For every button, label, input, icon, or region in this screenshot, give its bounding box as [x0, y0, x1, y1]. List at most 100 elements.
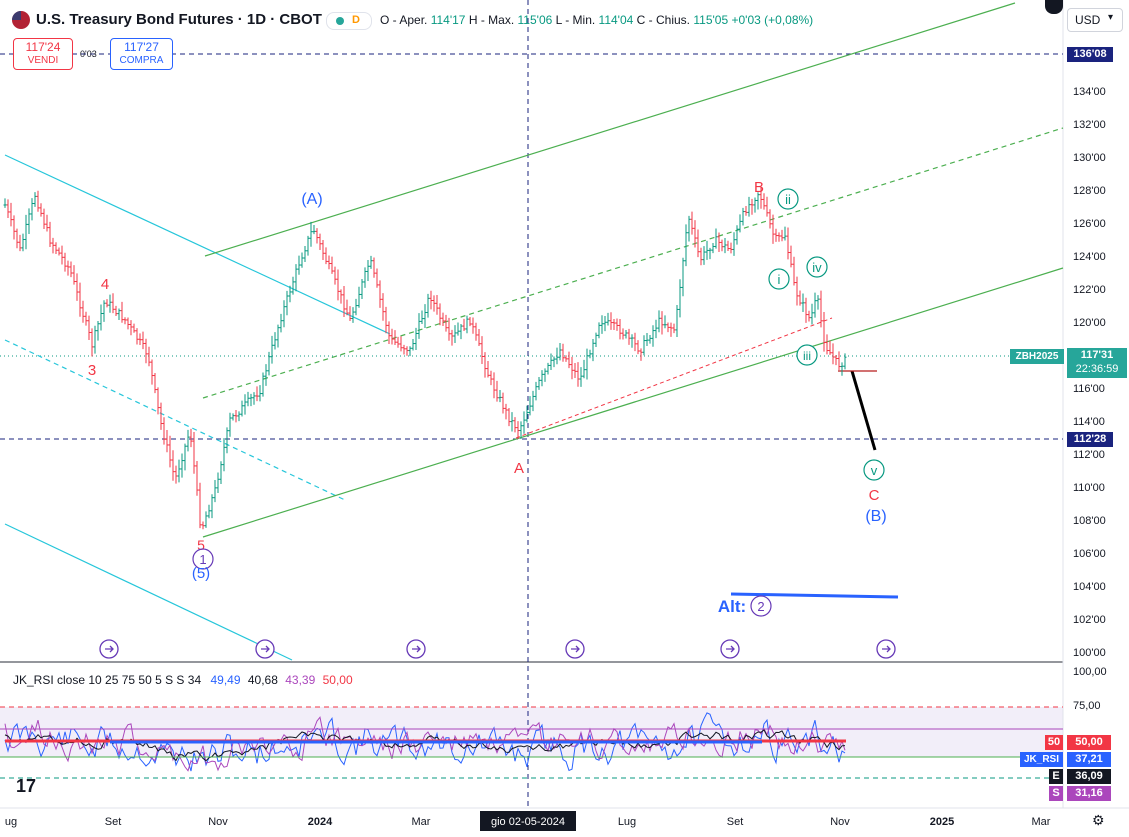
crosshair-date-bg — [480, 811, 576, 831]
tag-level-136: 136'08 — [1067, 47, 1113, 62]
wave-iii-circle — [796, 344, 818, 366]
green-channel-upper[interactable] — [204, 2, 1016, 257]
green-channel-mid[interactable] — [202, 127, 1064, 399]
rsi-tag-e-key: E — [1049, 769, 1063, 784]
rsi-line — [4, 716, 846, 772]
wave-C: C — [869, 487, 880, 504]
alt-label: Alt: — [718, 597, 746, 616]
replay-arrow-icon — [571, 645, 580, 653]
projection-line[interactable] — [850, 370, 877, 451]
time-tick-label: Set — [727, 816, 744, 828]
wave-iii: iii — [803, 349, 811, 363]
replay-arrow-icon — [105, 645, 114, 653]
cyan-channel-lower[interactable] — [4, 523, 293, 661]
tag-last-price: 117'31 22:36:59 — [1067, 348, 1127, 378]
status-pill[interactable]: D — [326, 12, 372, 30]
rsi-tag-mid-key: 50 — [1045, 735, 1063, 750]
time-tick-label: ug — [5, 816, 17, 828]
wave-iv: iv — [812, 260, 822, 275]
event-markers[interactable] — [99, 639, 896, 659]
replay-arrow-icon — [412, 645, 421, 653]
wave-ii-circle — [777, 188, 799, 210]
wave-i: i — [778, 272, 781, 287]
currency-dropdown[interactable]: USD ▾ — [1067, 8, 1123, 32]
rsi-axis-100: 100,00 — [1073, 666, 1107, 678]
rsi-value-2: 40,68 — [247, 673, 278, 687]
wave-5-paren: (5) — [192, 565, 210, 582]
rsi-tag-e-val: 36,09 — [1067, 769, 1111, 784]
price-tick-label: 120'00 — [1073, 317, 1106, 329]
replay-arrow-icon — [882, 645, 891, 653]
red-dashed-trendline[interactable] — [515, 317, 833, 439]
price-tick-label: 102'00 — [1073, 614, 1106, 626]
close-label: C - Chius. — [636, 13, 691, 27]
sell-label: VENDI — [27, 55, 59, 66]
time-tick-label: Lug — [618, 816, 636, 828]
buy-button[interactable]: 117'27 COMPRA — [110, 38, 173, 70]
wave-v-circle — [863, 459, 885, 481]
rsi-tag-s-key: S — [1049, 786, 1063, 801]
alt-line[interactable] — [730, 592, 899, 599]
price-bars — [3, 186, 847, 530]
tag-symbol: ZBH2025 — [1010, 349, 1064, 364]
cyan-channel-mid[interactable] — [4, 339, 346, 501]
symbol-title[interactable]: U.S. Treasury Bond Futures · 1D · CBOT — [36, 11, 322, 28]
crosshair-date-label: gio 02-05-2024 — [491, 816, 565, 828]
price-axis[interactable]: 134'00 132'00 130'00 128'00 126'00 124'00 122'… — [1073, 86, 1106, 659]
time-axis[interactable]: ug Set Nov 2024 Mar gio 02-05-2024 Lug Set Nov 20… — [5, 811, 1051, 831]
rsi-line — [4, 712, 846, 772]
replay-arrow-icon — [726, 645, 735, 653]
price-tick-label: 104'00 — [1073, 581, 1106, 593]
rsi-name: JK_RSI close 10 25 75 50 5 S S 34 — [13, 673, 202, 687]
wave-iv-circle — [806, 256, 828, 278]
low-label: L - Min. — [555, 13, 596, 27]
bar-countdown: 22:36:59 — [1075, 363, 1119, 375]
wave-4: 4 — [101, 276, 109, 293]
currency-label: USD — [1075, 13, 1101, 27]
price-tick-label: 112'00 — [1073, 449, 1105, 461]
settings-gear-icon[interactable] — [1045, 0, 1063, 14]
time-tick-label: 2024 — [308, 816, 333, 828]
price-tick-label: 114'00 — [1073, 416, 1105, 428]
price-tick-label: 100'00 — [1073, 647, 1106, 659]
sell-button[interactable]: 117'24 VENDI — [13, 38, 73, 70]
wave-1: 1 — [199, 552, 206, 567]
price-tick-label: 128'00 — [1073, 185, 1106, 197]
sell-price: 117'24 — [25, 40, 61, 54]
cyan-channel-upper[interactable] — [4, 154, 391, 335]
price-tick-label: 126'00 — [1073, 218, 1106, 230]
wave-3: 3 — [88, 362, 96, 379]
wave-A: A — [514, 460, 524, 477]
price-tick-label: 116'00 — [1073, 383, 1105, 395]
rsi-value-3: 43,39 — [285, 673, 316, 687]
price-tick-label: 110'00 — [1073, 482, 1105, 494]
rsi-tag-name: JK_RSI — [1020, 752, 1063, 767]
alt-circle — [750, 595, 772, 617]
market-open-icon — [336, 17, 344, 25]
rsi-value-4: 50,00 — [322, 673, 353, 687]
wave-1-circle — [192, 548, 214, 570]
change-value: +0'03 (+0,08%) — [731, 13, 814, 27]
replay-arrow-icon — [261, 645, 270, 653]
tradingview-logo[interactable]: 17 — [16, 776, 37, 796]
rsi-legend[interactable]: JK_RSI close 10 25 75 50 5 S S 34 49,49 … — [13, 673, 353, 687]
time-tick-label: Nov — [830, 816, 850, 828]
spread-value: 0'03 — [80, 49, 97, 59]
price-tick-label: 106'00 — [1073, 548, 1106, 560]
wave-i-circle — [768, 268, 790, 290]
us-flag-icon — [12, 11, 30, 29]
price-tick-label: 108'00 — [1073, 515, 1106, 527]
time-tick-label: Set — [105, 816, 122, 828]
open-label: O - Aper. — [380, 13, 428, 27]
green-channel-lower[interactable] — [202, 267, 1064, 538]
time-tick-label: 2025 — [930, 816, 954, 828]
gear-icon[interactable]: ⚙ — [1092, 812, 1105, 828]
price-tick-label: 124'00 — [1073, 251, 1106, 263]
time-tick-label: Mar — [1032, 816, 1051, 828]
ohlc-legend: O - Aper. 114'17 H - Max. 115'06 L - Min… — [380, 13, 813, 27]
time-tick-label: Nov — [208, 816, 228, 828]
time-tick-label: Mar — [412, 816, 431, 828]
alt-number: 2 — [757, 599, 764, 614]
wave-ii: ii — [785, 192, 791, 207]
